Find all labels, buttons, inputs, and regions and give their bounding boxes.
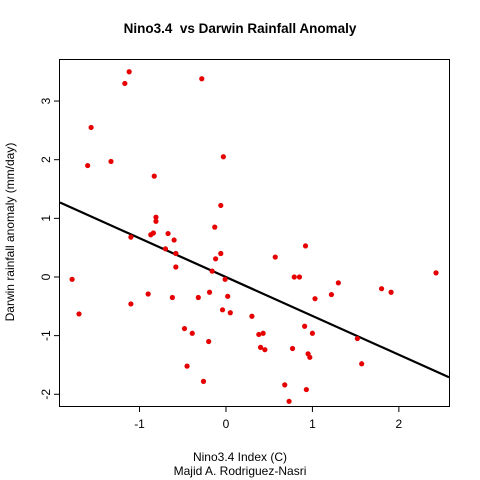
y-tick-label: 3 [39,97,53,104]
y-axis: -2 -1 0 1 2 3 [39,97,60,400]
data-point [225,293,231,299]
data-point [171,237,177,243]
data-point [189,330,195,336]
data-point [153,214,159,220]
y-tick-label: 2 [39,156,53,163]
data-point [359,361,365,367]
data-point [126,69,132,75]
data-point [335,280,341,286]
data-point [69,276,75,282]
data-point [303,386,309,393]
data-point [128,234,134,240]
data-point [328,291,335,298]
data-point [256,331,262,338]
data-point [162,246,169,252]
data-point [122,80,128,87]
data-point [150,230,156,236]
data-point [302,323,308,329]
data-point [282,382,288,388]
y-tick-label: 0 [39,273,53,280]
data-point [213,256,219,262]
plot-frame [59,59,450,407]
chart-title: Nino3.4 vs Darwin Rainfall Anomaly [123,21,357,36]
data-point [307,354,313,360]
data-point [173,264,179,270]
data-point [291,274,297,280]
data-point [249,313,255,319]
x-tick-label: 1 [309,417,316,431]
data-point [209,268,215,274]
data-point [220,154,226,160]
data-series [59,69,450,404]
y-tick-label: -1 [39,330,53,341]
data-point [153,218,159,224]
y-tick-label: -2 [39,389,53,400]
data-point [433,270,439,276]
data-point [206,289,213,295]
data-point [260,330,266,336]
data-point [88,124,94,131]
x-axis-label: Nino3.4 Index (C) [192,450,288,464]
data-point [128,301,134,307]
data-point [85,162,91,169]
data-point [173,250,179,257]
data-point [378,286,385,292]
data-point [312,296,318,302]
data-point [206,338,212,345]
data-point [200,378,207,384]
y-axis-label: Darwin rainfall anomaly (mm/day) [3,142,17,322]
data-point [145,291,151,297]
data-point [257,344,264,350]
x-tick-label: -1 [134,417,145,431]
data-point [286,398,292,404]
data-point [219,307,226,313]
data-point [195,294,201,301]
data-point [212,224,218,230]
data-point [227,310,233,316]
data-point [151,173,157,179]
x-axis: -1 0 1 2 [134,406,403,431]
data-point [302,243,309,249]
data-point [165,230,171,237]
data-point [199,76,205,82]
data-point [184,363,190,369]
data-point [108,158,114,165]
data-point [296,274,303,280]
data-point [218,250,224,257]
data-point [289,345,296,352]
data-point [76,311,82,317]
data-point [354,335,360,342]
data-point [222,276,228,282]
x-tick-label: 2 [396,417,403,431]
regression-line [59,201,450,379]
x-tick-label: 0 [223,417,230,431]
credit-text: Majid A. Rodriguez-Nasri [173,464,307,478]
data-point [169,294,175,301]
data-point [218,202,224,209]
data-point [388,289,394,295]
data-point [309,330,316,336]
y-tick-label: 1 [39,215,53,222]
data-point [262,347,268,353]
data-point [272,254,278,260]
data-point [181,325,188,332]
